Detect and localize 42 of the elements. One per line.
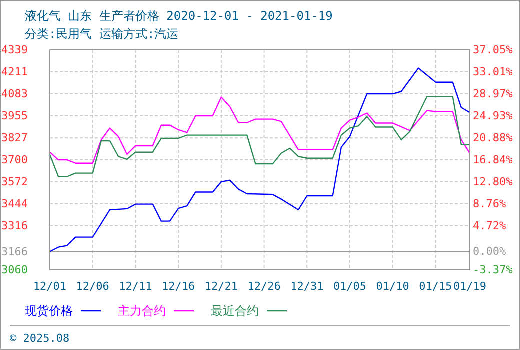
y-tick-label: 4339 xyxy=(2,44,28,57)
y2-tick-label: 4.72% xyxy=(473,219,506,232)
x-tick-label: 12/31 xyxy=(290,280,324,293)
y2-tick-label: 16.84% xyxy=(473,154,514,167)
y-tick-label: 3316 xyxy=(2,219,28,232)
y2-tick-label: 24.93% xyxy=(473,109,514,122)
legend-label: 主力合约 xyxy=(118,304,166,318)
y2-tick-label: 33.01% xyxy=(473,66,514,79)
y-tick-label: 4083 xyxy=(2,88,28,101)
y-tick-label: 3060 xyxy=(2,264,28,277)
x-tick-label: 01/19 xyxy=(453,280,487,293)
y2-tick-label: 0.00% xyxy=(473,245,506,258)
chart-title: 液化气 山东 生产者价格 2020-12-01 - 2021-01-19 xyxy=(25,9,333,23)
legend-label: 现货价格 xyxy=(25,304,73,318)
x-tick-label: 12/16 xyxy=(162,280,196,293)
y-tick-label: 4211 xyxy=(2,66,28,79)
x-tick-label: 12/26 xyxy=(248,280,281,293)
y2-tick-label: 8.76% xyxy=(473,198,506,210)
x-tick-label: 12/01 xyxy=(33,280,67,293)
line-series xyxy=(49,68,471,252)
chart-subtitle: 分类:民用气 运输方式:汽运 xyxy=(25,27,179,41)
y2-tick-label: -3.37% xyxy=(473,264,514,277)
x-tick-label: 12/11 xyxy=(119,280,152,293)
line-series xyxy=(49,96,471,164)
y-tick-label: 3827 xyxy=(2,132,28,145)
line-series xyxy=(49,96,471,178)
y2-tick-label: 20.88% xyxy=(473,132,514,145)
text: © 2025.08 xyxy=(10,332,70,345)
y-tick-label: 3166 xyxy=(2,245,28,258)
x-tick-label: 12/06 xyxy=(76,280,110,293)
x-tick-label: 12/21 xyxy=(204,280,238,293)
y-tick-label: 3572 xyxy=(2,175,28,188)
legend-label: 最近合约 xyxy=(211,304,259,318)
x-tick-label: 01/15 xyxy=(419,280,452,293)
x-tick-label: 01/05 xyxy=(333,280,367,293)
y2-tick-label: 12.80% xyxy=(473,176,514,189)
y-tick-label: 3444 xyxy=(2,197,28,210)
x-tick-label: 01/10 xyxy=(376,280,410,293)
y2-tick-label: 28.97% xyxy=(473,88,514,100)
y2-tick-label: 37.05% xyxy=(473,44,514,57)
y-tick-label: 3955 xyxy=(2,110,28,123)
y-tick-label: 3700 xyxy=(2,153,28,166)
